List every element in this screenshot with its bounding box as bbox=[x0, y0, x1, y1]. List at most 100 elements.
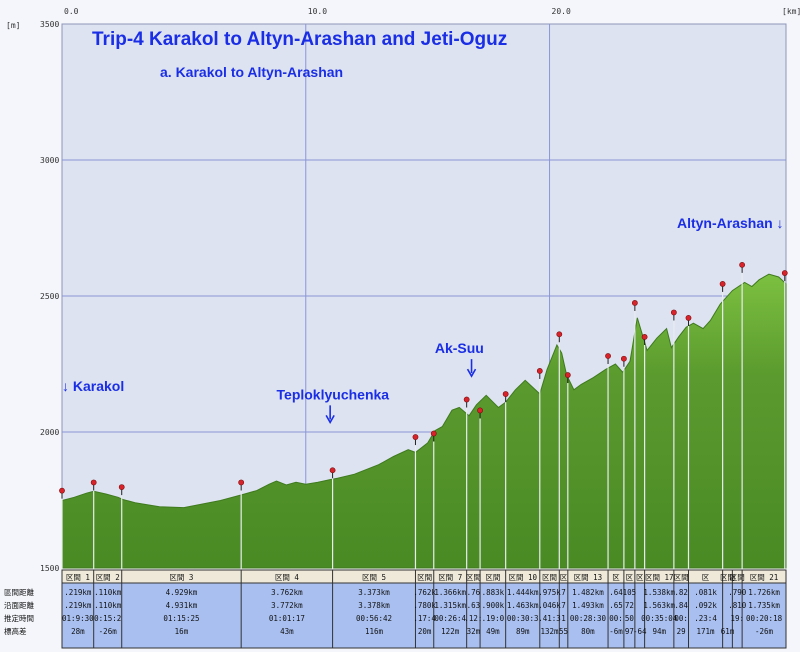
segment-value: 1.563km bbox=[643, 601, 675, 610]
segment-value: 00:20:18 bbox=[746, 614, 783, 623]
segment-value: 7 bbox=[561, 601, 566, 610]
segment-value: 116m bbox=[365, 627, 384, 636]
segment-header: 区間 21 bbox=[750, 573, 779, 582]
waypoint-marker bbox=[719, 281, 726, 287]
segment-value: 00:35:04 bbox=[641, 614, 678, 623]
segment-header: 区間 bbox=[730, 573, 745, 582]
segment-header: 区間 bbox=[674, 573, 689, 582]
segment-value: 7 bbox=[561, 588, 566, 597]
segment-value: 105 bbox=[623, 588, 637, 597]
segment-value: 00:28:30 bbox=[570, 614, 607, 623]
segment-value: .19:0 bbox=[482, 614, 505, 623]
segment-value: .780k bbox=[413, 601, 436, 610]
segment-value: 19: bbox=[730, 614, 744, 623]
segment-value: 1 bbox=[561, 614, 566, 623]
table-row-label: 區間距離 bbox=[4, 587, 34, 597]
segment-value: 0:15:2 bbox=[94, 614, 121, 623]
segment-value: .762k bbox=[413, 588, 436, 597]
segment-value: .883k bbox=[482, 588, 505, 597]
segment-header: 区間 1 bbox=[66, 573, 90, 582]
y-tick-label: 2000 bbox=[40, 428, 59, 437]
segment-value: .64 bbox=[609, 588, 623, 597]
place-label: ↓ Karakol bbox=[62, 378, 124, 394]
segment-value: 50 bbox=[625, 614, 635, 623]
segment-header: 区間 bbox=[466, 573, 481, 582]
segment-value: 1.726km bbox=[748, 588, 780, 597]
segment-value: .65 bbox=[609, 601, 623, 610]
segment-value: 171m bbox=[697, 627, 716, 636]
segment-value: 1.482km bbox=[572, 588, 604, 597]
y-tick-label: 3500 bbox=[40, 20, 59, 29]
segment-value: 1.538km bbox=[643, 588, 675, 597]
place-arrow-head bbox=[325, 414, 335, 424]
segment-value: .41:3 bbox=[538, 614, 561, 623]
segment-header: 区間 bbox=[720, 573, 735, 582]
segment-value: .900k bbox=[482, 601, 505, 610]
segment-value: 00: bbox=[674, 614, 688, 623]
waypoint-marker bbox=[502, 391, 509, 397]
segment-value: 1.444km bbox=[507, 588, 539, 597]
segment-header: 区間 2 bbox=[96, 573, 120, 582]
segment-value: 28m bbox=[71, 627, 85, 636]
segment-value: .092k bbox=[694, 601, 717, 610]
segment-value: 3.772km bbox=[271, 601, 303, 610]
segment-header: 区 bbox=[612, 573, 620, 582]
segment-value: .84 bbox=[674, 601, 688, 610]
y-tick-label: 3000 bbox=[40, 156, 59, 165]
y-axis-unit: [m] bbox=[6, 21, 20, 30]
segment-value: 00:56:42 bbox=[356, 614, 392, 623]
segment-value: .76 bbox=[467, 588, 481, 597]
waypoint-marker bbox=[605, 353, 611, 359]
segment-value: 122m bbox=[441, 627, 460, 636]
segment-value: 3.373km bbox=[358, 588, 390, 597]
waypoint-marker bbox=[90, 479, 97, 486]
place-label: Teploklyuchenka bbox=[277, 386, 390, 402]
y-tick-label: 1500 bbox=[40, 564, 59, 573]
segment-value: .110km bbox=[94, 588, 122, 597]
segment-value: 16m bbox=[175, 627, 189, 636]
waypoint-marker bbox=[556, 331, 563, 338]
segment-header: 区間 4 bbox=[275, 573, 300, 582]
waypoint-marker bbox=[536, 368, 543, 374]
chart-title: Trip-4 Karakol to Altyn-Arashan and Jeti… bbox=[92, 29, 507, 50]
waypoint-marker bbox=[739, 261, 746, 268]
segment-value: .17:4 bbox=[413, 614, 436, 623]
segment-header: 区間 bbox=[417, 573, 432, 582]
segment-value: 97 bbox=[625, 627, 634, 636]
waypoint-marker bbox=[118, 484, 125, 491]
axis-ticks: 3500 3000 2500 2000 1500 0.0 10.0 20.0 bbox=[40, 7, 571, 573]
segment-value: .046k bbox=[538, 601, 561, 610]
waypoint-marker bbox=[781, 270, 788, 276]
waypoint-marker bbox=[430, 430, 437, 437]
segment-value: 1.493km bbox=[572, 601, 604, 610]
segment-header: 区間 bbox=[542, 573, 557, 582]
waypoint-marker bbox=[412, 434, 419, 440]
segment-value: 1.463km bbox=[507, 601, 539, 610]
waypoint-marker bbox=[564, 372, 571, 378]
segment-value: 01:9:30 bbox=[62, 614, 94, 623]
waypoint-marker bbox=[329, 467, 336, 474]
segment-value: .219km bbox=[64, 601, 92, 610]
segment-header: 区間 7 bbox=[438, 573, 462, 582]
segment-value: 00:30:3 bbox=[507, 614, 539, 623]
segment-value: -26m bbox=[99, 627, 118, 636]
segment-value: .081k bbox=[694, 588, 717, 597]
x-axis-unit: [km] bbox=[782, 7, 800, 16]
segment-value: 49m bbox=[486, 627, 500, 636]
segment-value: 43m bbox=[280, 627, 294, 636]
segment-header: 区 bbox=[560, 573, 568, 582]
waypoint-marker bbox=[670, 309, 677, 316]
segment-value: .810 bbox=[728, 601, 747, 610]
y-tick-label: 2500 bbox=[40, 292, 59, 301]
segment-value: 4.931km bbox=[166, 601, 198, 610]
x-tick-label: 20.0 bbox=[552, 7, 571, 16]
segment-value: 89m bbox=[516, 627, 530, 636]
segment-value: 4.929km bbox=[166, 588, 198, 597]
segment-value: 94m bbox=[652, 627, 666, 636]
segment-header: 区 bbox=[702, 573, 710, 582]
x-tick-label: 0.0 bbox=[64, 7, 79, 16]
segment-value: 29 bbox=[677, 627, 686, 636]
waypoint-marker bbox=[631, 300, 638, 306]
